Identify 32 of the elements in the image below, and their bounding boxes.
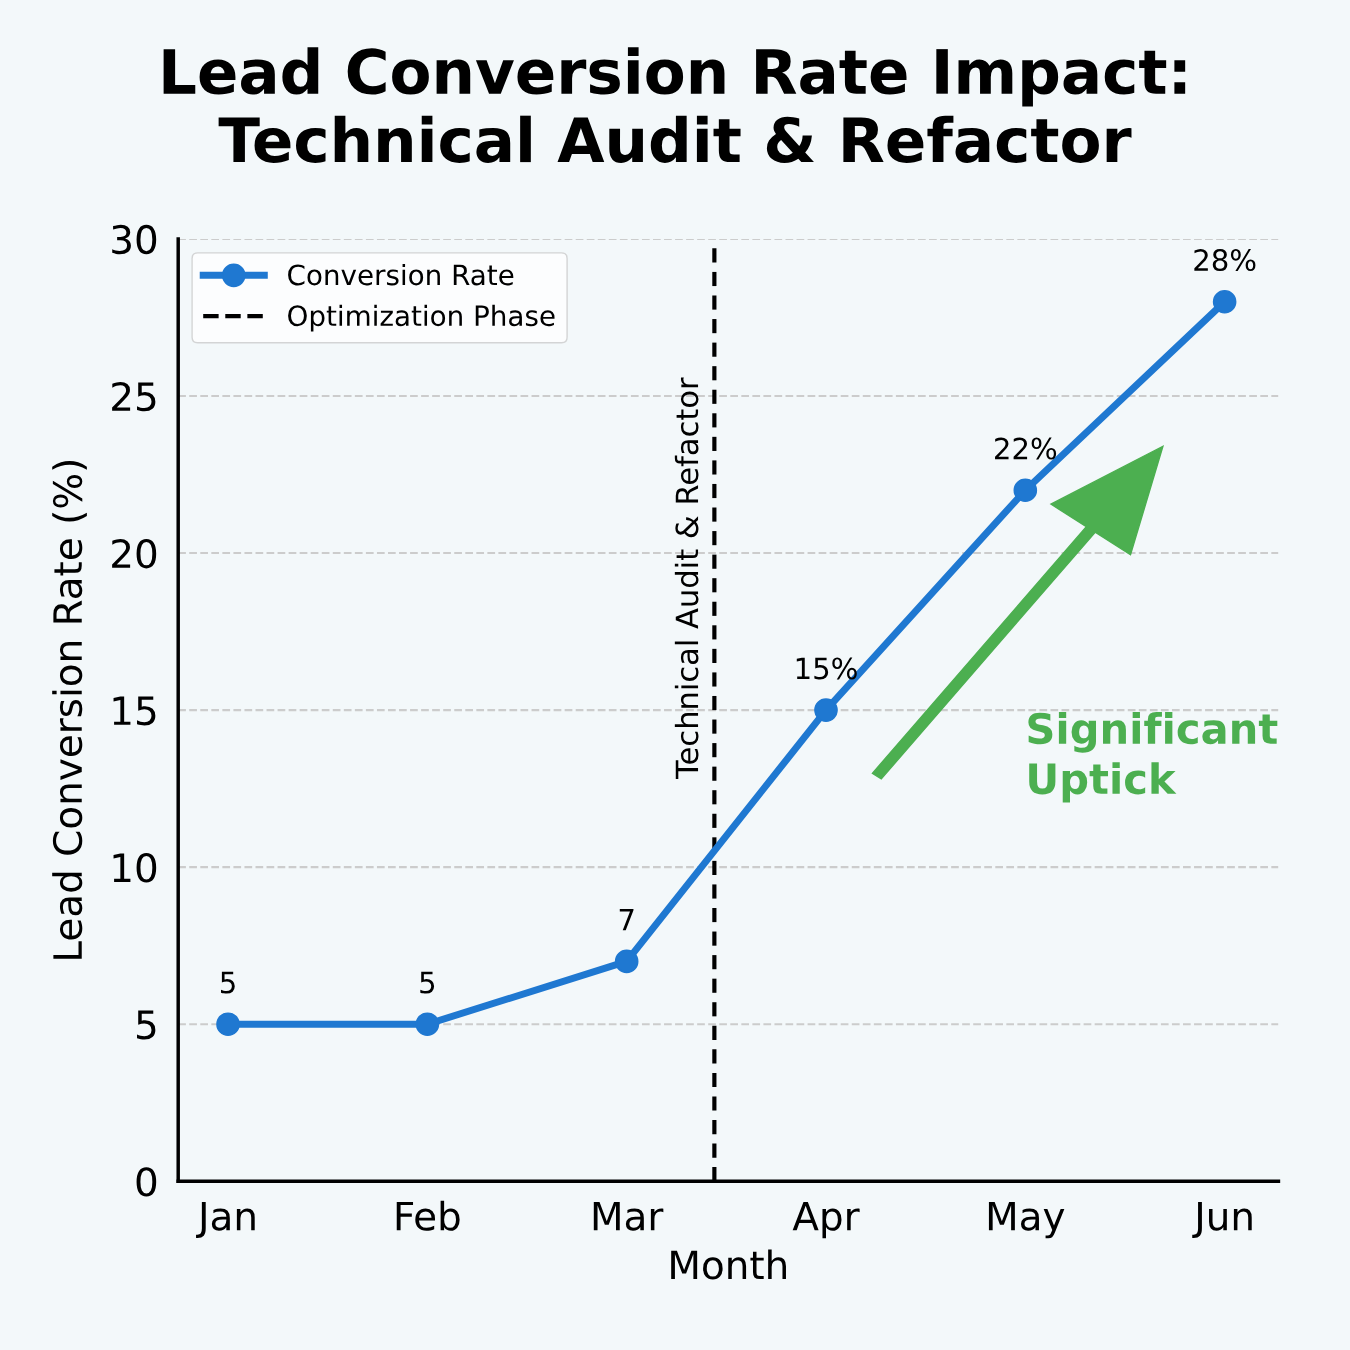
point: [814, 698, 838, 722]
annotation: Technical Audit & Refactor: [674, 377, 699, 780]
x-tick-label: Feb: [396, 1200, 460, 1231]
data-label: 5: [420, 971, 435, 994]
data-label: 7: [619, 909, 634, 931]
legend-label: Conversion Rate: [288, 263, 514, 286]
y-tick-label: 15: [113, 696, 156, 726]
x-tick-label: Jan: [196, 1201, 255, 1239]
chart-title: Lead Conversion Rate Impact: Technical Audit & Refactor: [163, 47, 1186, 163]
x-axis-title: Month: [671, 1249, 786, 1280]
y-tick-label: 25: [112, 381, 156, 412]
point: [614, 949, 639, 974]
y-tick-label: 10: [113, 853, 157, 883]
x-tick-label: Mar: [593, 1201, 664, 1231]
data-label: 28%: [1194, 249, 1256, 272]
y-tick-label: 20: [112, 538, 157, 569]
data-label: 15%: [796, 657, 857, 680]
point: [415, 1012, 440, 1037]
point: [1013, 478, 1038, 503]
x-tick-label: May: [988, 1201, 1065, 1239]
y-tick-label: 5: [137, 1010, 156, 1040]
y-axis-title: Lead Conversion Rate (%): [52, 460, 87, 959]
point: [216, 1012, 240, 1037]
y-tick-label: 0: [136, 1167, 157, 1197]
x-tick-label: Jun: [1192, 1201, 1252, 1239]
point: [1212, 289, 1237, 314]
y-tick-label: 30: [112, 224, 157, 255]
data-label: 5: [221, 971, 235, 994]
annotation: Significant Uptick: [1028, 711, 1278, 803]
data-label: 22%: [995, 437, 1057, 460]
annotation: Optimization Phase: [288, 304, 555, 332]
x-tick-label: Apr: [792, 1201, 860, 1239]
